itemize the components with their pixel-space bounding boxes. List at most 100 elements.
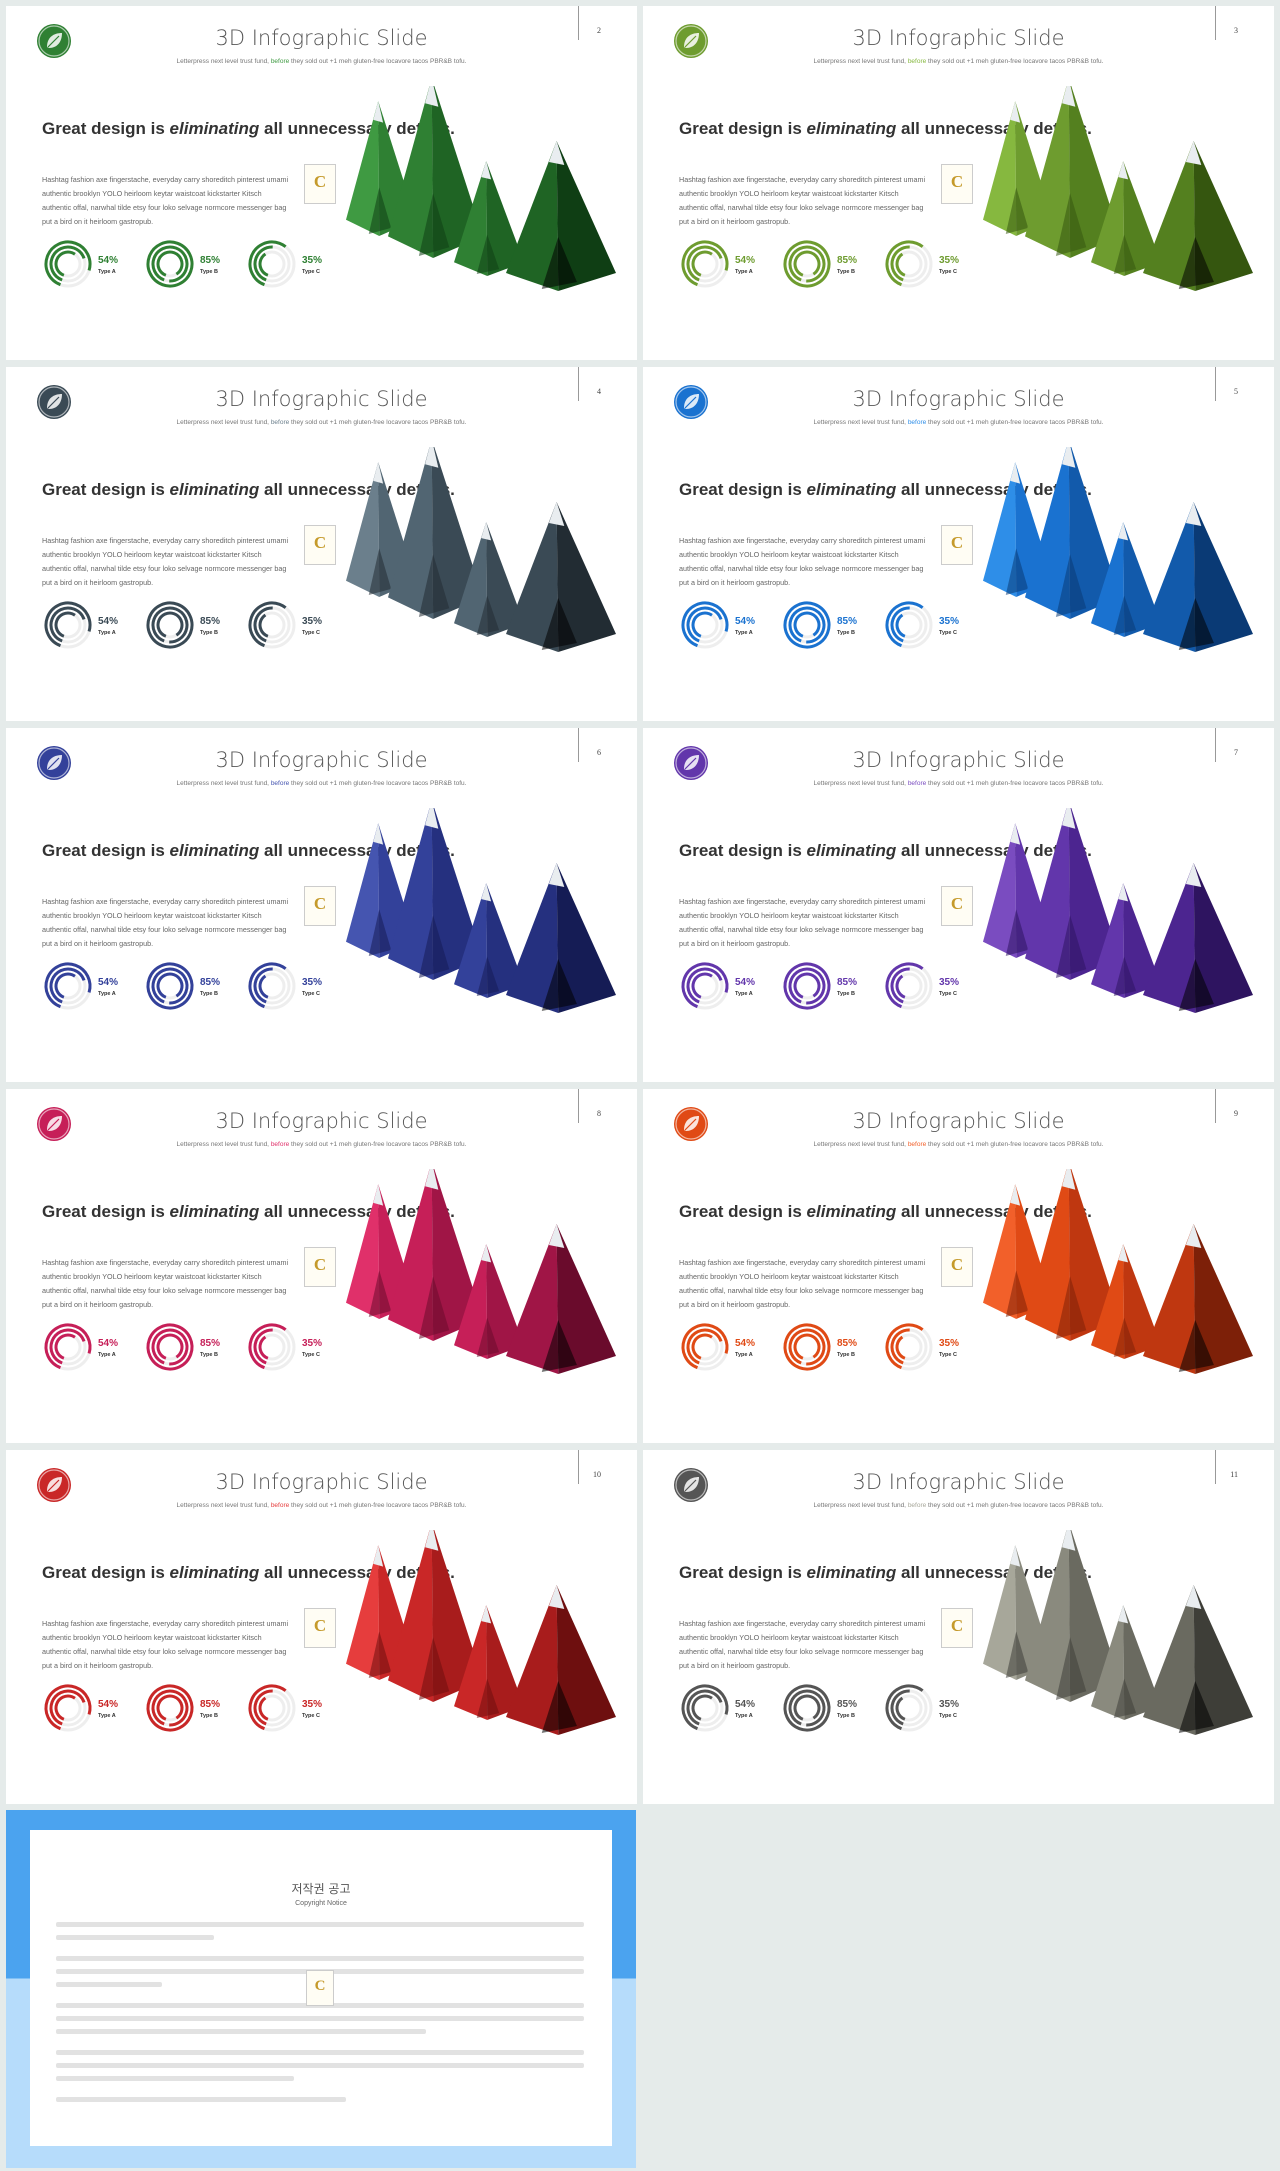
stat-type-b: 85% Type B xyxy=(781,238,891,298)
donut-ring-icon xyxy=(248,240,296,288)
donut-ring-icon xyxy=(783,1684,831,1732)
stats-row: 54% Type A 85% Type B 35% Type C xyxy=(679,960,979,1020)
slide-10[interactable]: 10 3D Infographic Slide Letterpress next… xyxy=(6,1450,637,1804)
donut-ring-icon xyxy=(783,1323,831,1371)
stat-type-c: 35% Type C xyxy=(246,599,356,659)
stat-type-a: 54% Type A xyxy=(679,1321,789,1381)
slide-body-text: Hashtag fashion axe fingerstache, everyd… xyxy=(42,175,289,226)
slide-heading: Great design is eliminating all unnecess… xyxy=(679,1202,1092,1221)
page-number-box xyxy=(1215,6,1274,40)
stat-type-a: 54% Type A xyxy=(42,599,152,659)
stats-row: 54% Type A 85% Type B 35% Type C xyxy=(679,1321,979,1381)
stat-label: Type C xyxy=(939,1713,957,1719)
donut-ring-icon xyxy=(44,1684,92,1732)
slide-heading: Great design is eliminating all unnecess… xyxy=(42,1563,455,1582)
stat-value: 35% xyxy=(939,616,960,627)
stat-type-b: 85% Type B xyxy=(781,599,891,659)
slide-title: 3D Infographic Slide xyxy=(215,26,428,50)
slide-7[interactable]: 7 3D Infographic Slide Letterpress next … xyxy=(643,728,1274,1082)
stat-type-c: 35% Type C xyxy=(246,960,356,1020)
slide-3[interactable]: 3 3D Infographic Slide Letterpress next … xyxy=(643,6,1274,360)
badge-icon: C xyxy=(304,1608,336,1648)
copyright-title: 저작권 공고 xyxy=(291,1882,351,1896)
stat-value: 54% xyxy=(98,1699,119,1710)
stats-row: 54% Type A 85% Type B 35% Type C xyxy=(679,238,979,298)
donut-ring-icon xyxy=(885,1684,933,1732)
slide-subtitle: Letterpress next level trust fund, befor… xyxy=(813,419,1104,426)
badge-icon: C xyxy=(941,1247,973,1287)
donut-ring-icon xyxy=(681,601,729,649)
slide-4[interactable]: 4 3D Infographic Slide Letterpress next … xyxy=(6,367,637,721)
stat-value: 35% xyxy=(302,1338,323,1349)
badge-icon: C xyxy=(941,525,973,565)
stat-label: Type B xyxy=(200,269,218,275)
copyright-slide[interactable]: 저작권 공고 Copyright Notice C xyxy=(6,1810,636,2168)
leaf-logo-icon xyxy=(37,385,71,419)
mountains-illustration xyxy=(346,447,616,652)
slide-11[interactable]: 11 3D Infographic Slide Letterpress next… xyxy=(643,1450,1274,1804)
stat-value: 85% xyxy=(200,1699,221,1710)
donut-ring-icon xyxy=(44,240,92,288)
stat-type-c: 35% Type C xyxy=(883,960,993,1020)
stat-value: 54% xyxy=(735,977,756,988)
stat-value: 85% xyxy=(200,1338,221,1349)
stat-value: 54% xyxy=(735,1338,756,1349)
stat-type-a: 54% Type A xyxy=(679,960,789,1020)
slide-9[interactable]: 9 3D Infographic Slide Letterpress next … xyxy=(643,1089,1274,1443)
page-number-box xyxy=(1215,1450,1274,1484)
donut-ring-icon xyxy=(783,240,831,288)
copyright-card: 저작권 공고 Copyright Notice C xyxy=(30,1830,612,2146)
stat-label: Type C xyxy=(302,1352,320,1358)
copyright-subtitle: Copyright Notice xyxy=(295,1900,347,1907)
stat-label: Type B xyxy=(200,630,218,636)
slide-subtitle: Letterpress next level trust fund, befor… xyxy=(176,780,467,787)
stat-value: 85% xyxy=(837,255,858,266)
stat-label: Type B xyxy=(837,1713,855,1719)
slide-heading: Great design is eliminating all unnecess… xyxy=(42,119,455,138)
stats-row: 54% Type A 85% Type B 35% Type C xyxy=(42,1682,342,1742)
stats-row: 54% Type A 85% Type B 35% Type C xyxy=(42,960,342,1020)
slide-body-text: Hashtag fashion axe fingerstache, everyd… xyxy=(679,175,926,226)
stat-value: 54% xyxy=(98,977,119,988)
mountains-illustration xyxy=(346,1169,616,1374)
slide-5[interactable]: 5 3D Infographic Slide Letterpress next … xyxy=(643,367,1274,721)
slide-heading: Great design is eliminating all unnecess… xyxy=(679,841,1092,860)
leaf-logo-icon xyxy=(37,1468,71,1502)
slide-body-text: Hashtag fashion axe fingerstache, everyd… xyxy=(42,1619,289,1670)
stat-type-c: 35% Type C xyxy=(883,599,993,659)
stat-type-b: 85% Type B xyxy=(144,1682,254,1742)
stat-value: 54% xyxy=(735,1699,756,1710)
page-number: 9 xyxy=(1234,1109,1238,1118)
donut-ring-icon xyxy=(146,962,194,1010)
mountains-illustration xyxy=(983,1169,1253,1374)
copyright-text-block xyxy=(56,1922,584,2110)
stat-type-a: 54% Type A xyxy=(42,1682,152,1742)
slide-2[interactable]: 2 3D Infographic Slide Letterpress next … xyxy=(6,6,637,360)
badge-icon: C xyxy=(304,164,336,204)
slide-6[interactable]: 6 3D Infographic Slide Letterpress next … xyxy=(6,728,637,1082)
badge-icon: C xyxy=(941,1608,973,1648)
stat-value: 35% xyxy=(302,616,323,627)
slide-8[interactable]: 8 3D Infographic Slide Letterpress next … xyxy=(6,1089,637,1443)
badge-icon: C xyxy=(304,886,336,926)
leaf-logo-icon xyxy=(674,385,708,419)
slide-body-text: Hashtag fashion axe fingerstache, everyd… xyxy=(42,897,289,948)
mountains-illustration xyxy=(983,447,1253,652)
slide-heading: Great design is eliminating all unnecess… xyxy=(42,480,455,499)
mountains-illustration xyxy=(346,86,616,291)
stat-value: 85% xyxy=(200,255,221,266)
stat-type-a: 54% Type A xyxy=(42,960,152,1020)
donut-ring-icon xyxy=(681,1323,729,1371)
stat-type-c: 35% Type C xyxy=(883,1321,993,1381)
stat-type-b: 85% Type B xyxy=(144,238,254,298)
stat-label: Type B xyxy=(837,630,855,636)
donut-ring-icon xyxy=(44,1323,92,1371)
stats-row: 54% Type A 85% Type B 35% Type C xyxy=(679,1682,979,1742)
donut-ring-icon xyxy=(44,962,92,1010)
donut-ring-icon xyxy=(248,962,296,1010)
stat-value: 35% xyxy=(939,1699,960,1710)
donut-ring-icon xyxy=(146,1323,194,1371)
donut-ring-icon xyxy=(248,1323,296,1371)
page-number: 8 xyxy=(597,1109,601,1118)
slide-body-text: Hashtag fashion axe fingerstache, everyd… xyxy=(679,536,926,587)
